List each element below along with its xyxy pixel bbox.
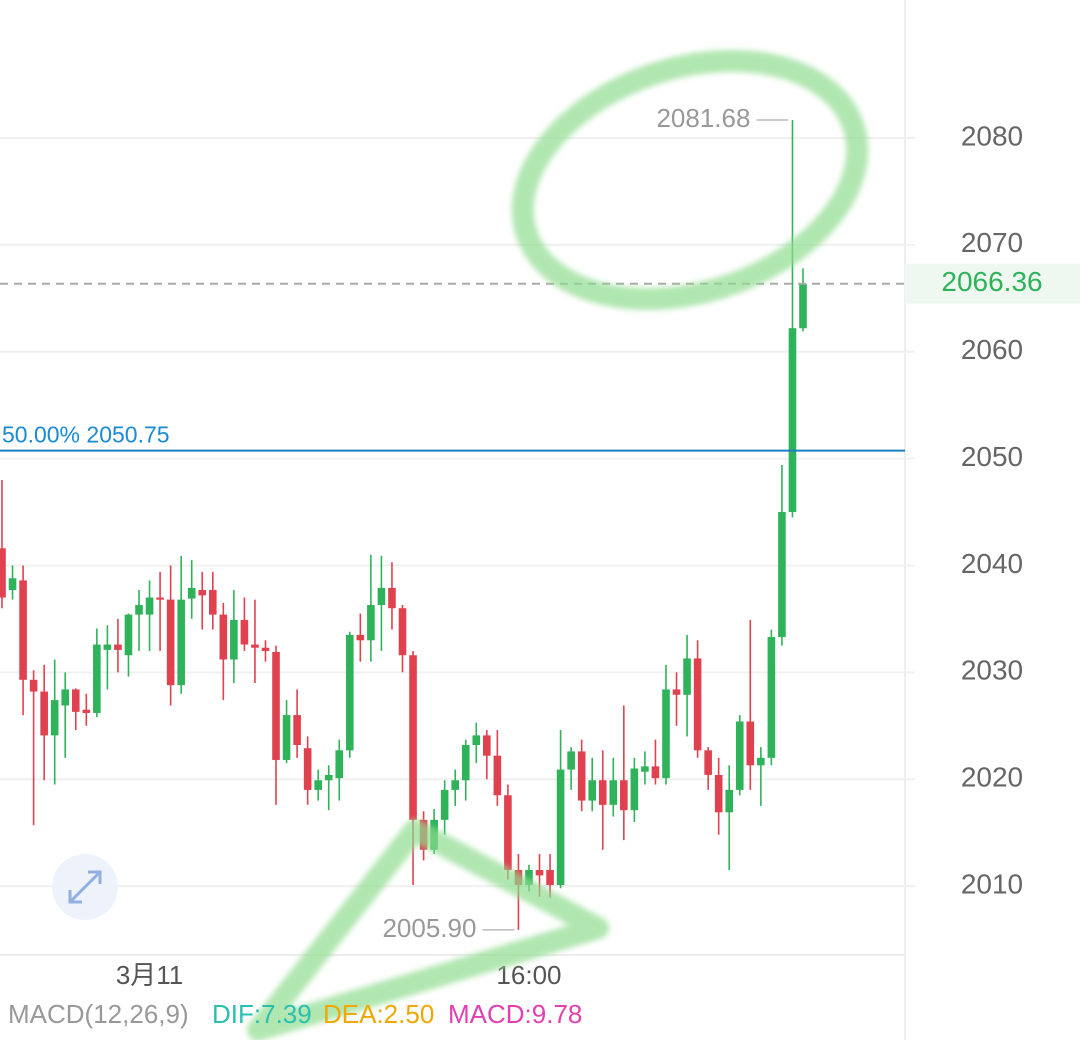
candle-body bbox=[735, 721, 744, 790]
candle-body bbox=[672, 689, 681, 695]
candle-body bbox=[314, 780, 322, 790]
candle-body bbox=[493, 755, 502, 796]
last-price-label: 2066.36 bbox=[941, 266, 1042, 297]
candle-body bbox=[240, 619, 249, 645]
candle-body bbox=[166, 599, 175, 686]
candle-body bbox=[525, 870, 533, 885]
indicator-macd: MACD:9.78 bbox=[448, 999, 582, 1029]
candle-body bbox=[683, 658, 691, 695]
candle-body bbox=[577, 751, 586, 801]
candle-body bbox=[251, 644, 259, 648]
candle-body bbox=[704, 750, 712, 775]
candle-body bbox=[409, 655, 417, 820]
y-tick-label: 2040 bbox=[961, 548, 1023, 579]
candle-body bbox=[103, 644, 112, 650]
x-tick-label: 3月11 bbox=[116, 960, 183, 990]
candle-body bbox=[356, 634, 365, 641]
candle-body bbox=[799, 283, 807, 329]
candle-body bbox=[461, 744, 470, 781]
candle-body bbox=[609, 780, 618, 805]
last-price-box bbox=[905, 263, 1080, 304]
fib-label: 50.00% 2050.75 bbox=[2, 422, 170, 448]
candle-body bbox=[335, 750, 344, 779]
candle-body bbox=[788, 328, 797, 513]
candle-body bbox=[50, 700, 59, 736]
candle-body bbox=[714, 774, 723, 813]
candle-body bbox=[504, 795, 512, 871]
candle-body bbox=[145, 597, 154, 615]
candle-body bbox=[198, 590, 207, 596]
candle-body bbox=[293, 715, 301, 745]
indicator-dif: DIF:7.39 bbox=[212, 999, 312, 1029]
candle-body bbox=[598, 780, 607, 805]
candle-body bbox=[693, 658, 702, 751]
candle-body bbox=[588, 780, 597, 801]
candle-body bbox=[746, 721, 755, 766]
candle-body bbox=[451, 780, 459, 790]
candle-body bbox=[261, 647, 270, 651]
candle-body bbox=[472, 735, 481, 745]
y-tick-label: 2030 bbox=[961, 655, 1023, 686]
candle-body bbox=[124, 614, 133, 656]
y-tick-label: 2070 bbox=[961, 227, 1023, 258]
candle-body bbox=[19, 580, 27, 680]
candle-body bbox=[641, 766, 649, 772]
candle-body bbox=[377, 587, 386, 605]
candle-body bbox=[324, 774, 333, 781]
candle-body bbox=[135, 604, 143, 615]
candle-body bbox=[630, 768, 639, 811]
candle-body bbox=[767, 637, 776, 758]
y-tick-label: 2060 bbox=[961, 334, 1023, 365]
candle-body bbox=[440, 789, 449, 820]
candle-body bbox=[93, 644, 101, 713]
candle-body bbox=[346, 634, 354, 751]
candle-body bbox=[398, 608, 407, 656]
candle-body bbox=[535, 870, 544, 876]
hand-drawn-highlight bbox=[247, 49, 869, 1041]
candle-body bbox=[114, 644, 122, 650]
candle-body bbox=[651, 766, 660, 779]
y-tick-label: 2010 bbox=[961, 868, 1023, 899]
min-label: 2005.90 bbox=[382, 913, 476, 943]
y-tick-label: 2020 bbox=[961, 762, 1023, 793]
candle-body bbox=[303, 748, 312, 790]
candle-body bbox=[388, 587, 396, 609]
candle-body bbox=[61, 689, 70, 706]
candle-body bbox=[757, 757, 765, 766]
candle-body bbox=[8, 578, 17, 591]
indicator-dea: DEA:2.50 bbox=[323, 999, 434, 1029]
candle-body bbox=[546, 870, 554, 885]
y-tick-label: 2050 bbox=[961, 441, 1023, 472]
candle-body bbox=[40, 691, 48, 736]
y-tick-label: 2080 bbox=[961, 120, 1023, 151]
candle-body bbox=[620, 780, 628, 811]
candle-body bbox=[725, 789, 734, 813]
indicator-name: MACD(12,26,9) bbox=[8, 999, 189, 1029]
candle-body bbox=[662, 689, 670, 779]
candle-body bbox=[282, 715, 291, 760]
candle-body bbox=[483, 735, 491, 756]
zoom-button[interactable] bbox=[52, 854, 118, 920]
candle-body bbox=[778, 512, 786, 638]
candle-body bbox=[29, 679, 38, 692]
candle-body bbox=[208, 590, 217, 615]
candle-body bbox=[71, 689, 80, 712]
max-label: 2081.68 bbox=[656, 103, 750, 133]
candle-body bbox=[367, 604, 375, 641]
candle-body bbox=[156, 597, 164, 600]
candle-body bbox=[556, 769, 565, 885]
candle-body bbox=[82, 709, 91, 713]
candle-body bbox=[187, 587, 196, 599]
candle-body bbox=[0, 548, 6, 598]
candle-body bbox=[177, 599, 185, 686]
candle-body bbox=[272, 652, 280, 760]
candle-body bbox=[567, 751, 575, 770]
candle-body bbox=[230, 619, 238, 660]
candle-body bbox=[219, 614, 228, 660]
